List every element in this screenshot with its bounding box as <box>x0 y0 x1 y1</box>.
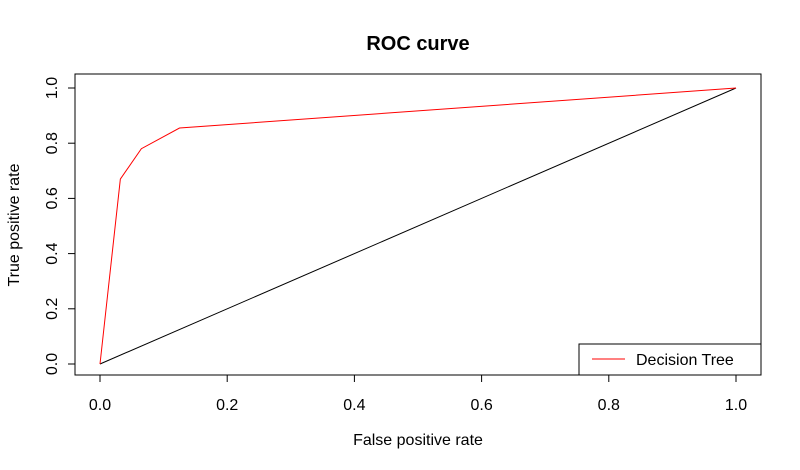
y-tick-label: 0.0 <box>44 353 61 375</box>
x-axis-label: False positive rate <box>353 432 483 449</box>
x-tick-label: 0.2 <box>216 397 238 414</box>
chart-title: ROC curve <box>366 33 469 55</box>
x-tick-label: 1.0 <box>725 397 747 414</box>
x-axis: 0.0 0.2 0.4 0.6 0.8 1.0 <box>89 374 747 414</box>
series-line-decision-tree <box>99 87 737 365</box>
legend-label-decision-tree: Decision Tree <box>636 352 734 369</box>
series-layer <box>99 87 737 365</box>
y-tick-label: 0.2 <box>44 298 61 320</box>
y-tick-label: 0.6 <box>44 187 61 209</box>
y-axis: 0.0 0.2 0.4 0.6 0.8 1.0 <box>44 77 76 375</box>
x-tick-label: 0.8 <box>598 397 620 414</box>
legend: Decision Tree <box>578 343 762 376</box>
x-tick-label: 0.6 <box>470 397 492 414</box>
series-line-diagonal <box>99 87 737 365</box>
x-tick-label: 0.4 <box>343 397 365 414</box>
y-axis-label: True positive rate <box>6 163 23 286</box>
y-tick-label: 0.4 <box>44 242 61 264</box>
x-tick-label: 0.0 <box>89 397 111 414</box>
y-tick-label: 1.0 <box>44 77 61 99</box>
y-tick-label: 0.8 <box>44 132 61 154</box>
